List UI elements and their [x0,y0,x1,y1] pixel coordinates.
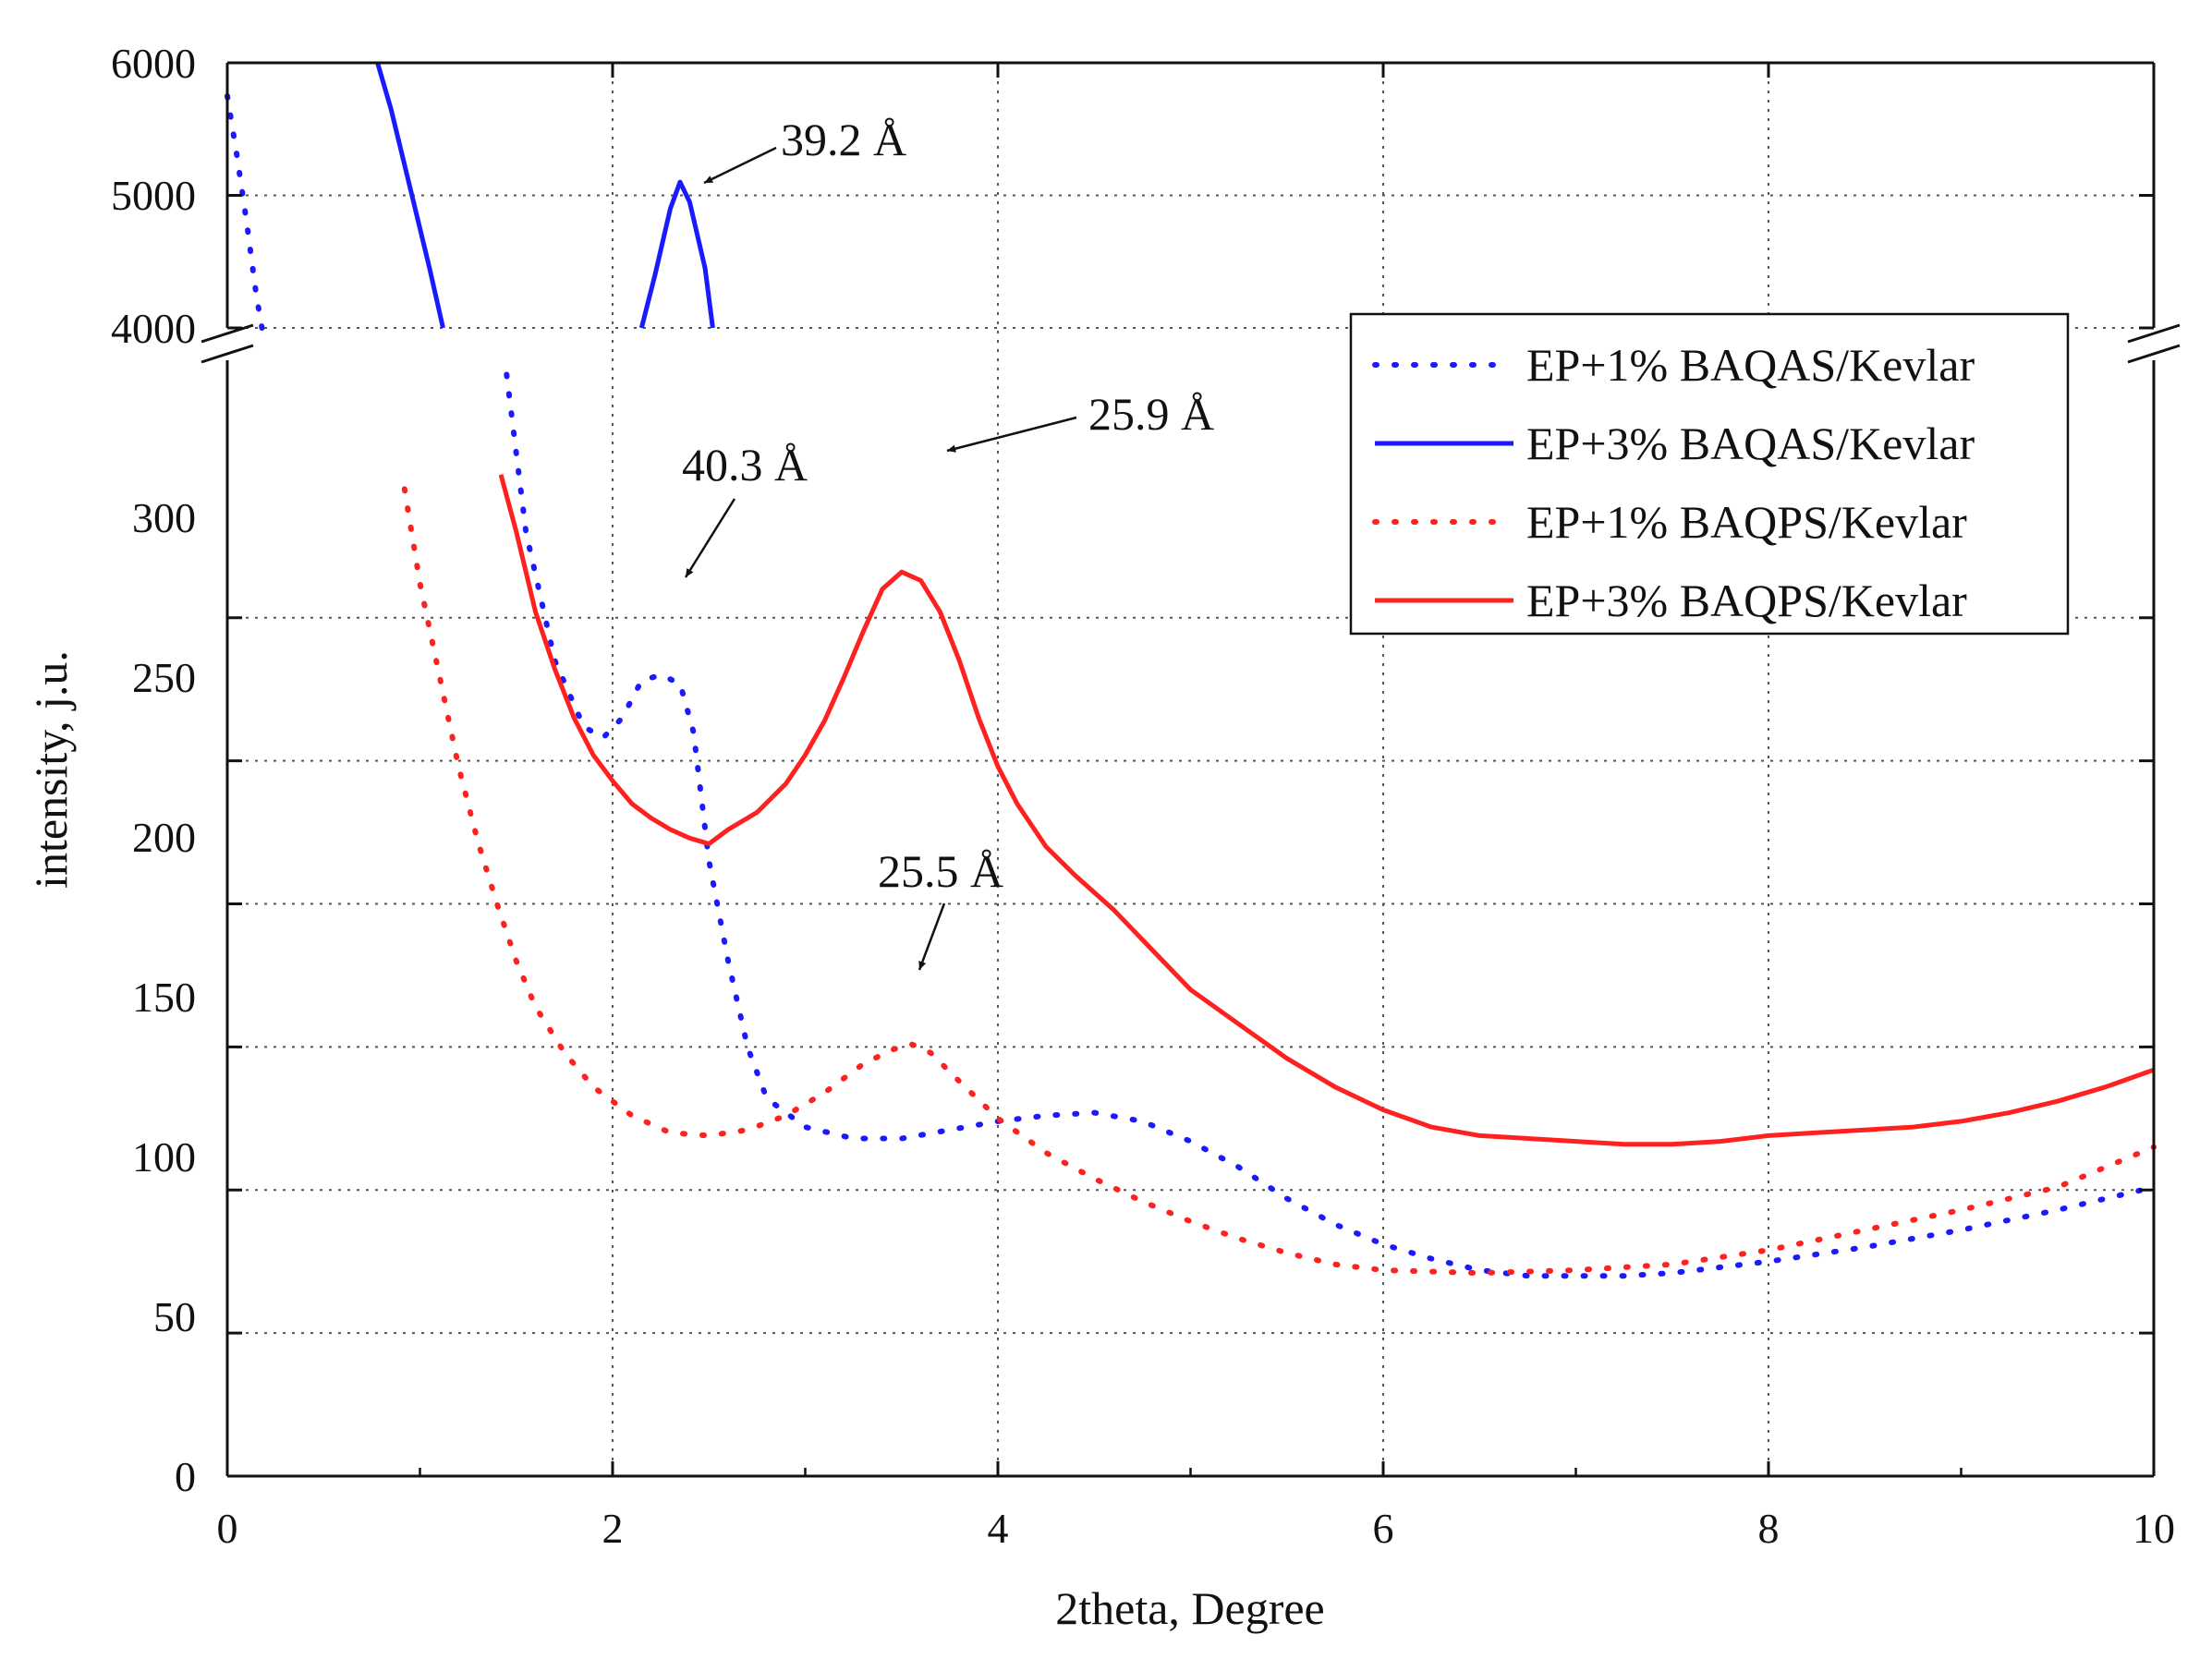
x-axis-title: 2theta, Degree [1055,1582,1325,1634]
axis-break-right [2127,323,2181,364]
series-ep-3-baqps-kevlar [498,474,2155,1147]
legend-label: EP+1% BAQPS/Kevlar [1526,496,1967,548]
plot-series [225,62,2157,1279]
legend-entry: EP+1% BAQAS/Kevlar [1372,339,1975,391]
annotation-label: 25.5 Å [878,845,1003,897]
x-tick-label: 6 [1373,1505,1394,1552]
annotation-25-9: 25.9 Å [946,388,1214,453]
annotation-40-3: 40.3 Å [682,439,808,578]
x-tick-label: 10 [2133,1505,2175,1552]
legend: EP+1% BAQAS/Kevlar EP+3% BAQAS/Kevlar EP… [1349,312,2070,636]
y-tick-label: 200 [132,814,196,861]
legend-label: EP+1% BAQAS/Kevlar [1526,339,1975,391]
y-tick-label: 150 [132,974,196,1021]
x-tick-label: 0 [217,1505,238,1552]
y-tick-label: 50 [153,1293,196,1340]
axis-ticks [225,61,2156,1478]
y-tick-label: 300 [132,494,196,541]
y-tick-label: 5000 [111,172,196,219]
annotation-arrow [946,416,1077,453]
legend-entry: EP+3% BAQAS/Kevlar [1375,418,1975,469]
x-tick-label: 2 [602,1505,624,1552]
plot-frame [225,61,2156,1478]
x-tick-label: 8 [1758,1505,1780,1552]
legend-entry: EP+3% BAQPS/Kevlar [1375,575,1967,626]
y-tick-labels-lower: 0 50 100 150 200 250 300 [132,494,196,1500]
legend-box [1349,312,2070,636]
series-ep-3-baqps-kevlar-line [498,474,2155,1147]
legend-label: EP+3% BAQPS/Kevlar [1526,575,1967,626]
annotation-label: 25.9 Å [1088,388,1214,440]
axis-break-left [201,323,254,364]
y-tick-label: 0 [175,1453,196,1500]
x-tick-label: 4 [988,1505,1009,1552]
legend-entry: EP+1% BAQPS/Kevlar [1372,496,1967,548]
y-axis-title: intensity, j.u. [25,650,77,889]
y-tick-label: 100 [132,1133,196,1181]
y-tick-label: 6000 [111,40,196,87]
annotation-arrow [684,498,736,578]
series-ep-3-baqas-kevlar-upper-line [375,62,445,329]
annotation-arrow [703,146,777,185]
y-tick-label: 250 [132,654,196,701]
y-tick-label: 4000 [111,305,196,352]
series-ep-1-baqas-kevlar [225,92,2157,1279]
annotation-arrow [918,902,946,971]
series-ep-3-baqas-kevlar-upper-line [638,179,715,329]
annotation-25-5: 25.5 Å [878,845,1003,971]
x-tick-labels: 0 2 4 6 8 10 [217,1505,2176,1552]
y-tick-labels-upper: 4000 5000 6000 [111,40,196,352]
grid [227,63,2154,1476]
annotation-label: 40.3 Å [682,439,808,490]
series-ep-1-baqas-kevlar-upper-line [225,92,265,331]
legend-label: EP+3% BAQAS/Kevlar [1526,418,1975,469]
annotation-label: 39.2 Å [781,114,906,165]
annotation-39-2: 39.2 Å [703,114,906,185]
series-ep-3-baqas-kevlar [375,62,715,329]
